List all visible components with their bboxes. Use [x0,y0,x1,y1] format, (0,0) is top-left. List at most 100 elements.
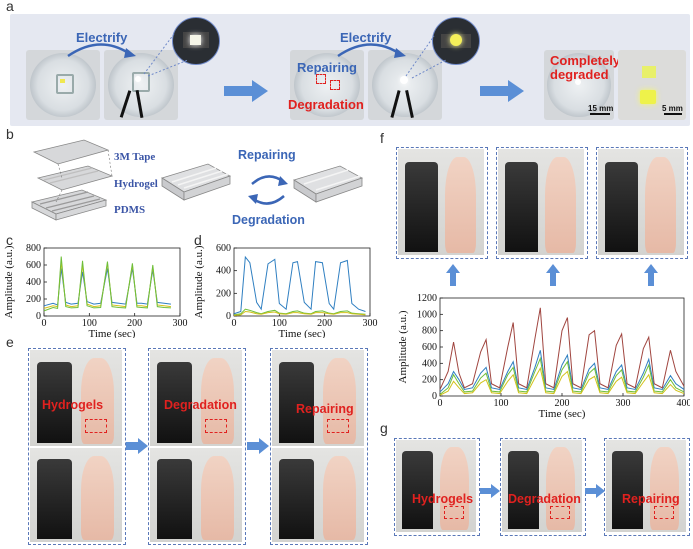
curved-arrow-1 [67,43,136,58]
process-arrow-g1 [480,484,500,498]
up-arrow-f1 [446,264,460,286]
hydrogel-region-box [205,419,228,433]
panel-e-frame-3 [270,348,368,545]
y-axis-label: Amplitude (a.u.) [3,245,15,318]
series-line-3 [233,310,366,316]
robot-hand [37,361,73,444]
y-tick-label: 1000 [417,309,437,320]
panel-f-photo-2 [498,149,584,255]
x-tick-label: 0 [42,318,47,329]
electrify-label-2: Electrify [340,30,392,45]
robot-hand [279,361,315,444]
process-arrow-g2 [585,484,605,498]
x-tick-label: 100 [82,318,97,329]
panel-g-frame-3 [604,438,690,536]
up-arrow-f3 [644,264,658,286]
panel-label-b: b [6,126,14,142]
hydrogel-region-box [654,506,674,520]
petri-dish-photo-3 [290,50,364,120]
chart-d: 0 100 200 300 0 200 400 600 Time (sec) Amplitude … [193,243,378,338]
panel-f-photo-1 [398,149,484,255]
human-hand [645,157,677,253]
panel-e-label-degradation: Degradation [164,398,237,412]
curved-arrow-2 [337,43,406,58]
y-tick-label: 600 [26,260,41,271]
panel-g-frame-1 [394,438,480,536]
series-line-2 [439,350,685,393]
panel-label-a: a [6,0,14,14]
plot-frame [233,247,371,317]
human-hand [80,455,114,541]
y-tick-label: 600 [216,243,231,254]
scale-bar-15mm: 15 mm [588,104,614,113]
robot-hand [504,161,538,252]
zoom-guide-lines-2 [405,35,447,79]
panel-f-frame-3 [596,147,688,259]
y-axis-label: Amplitude (a.u.) [193,245,205,318]
chart-c: 0 100 200 300 0 200 400 600 800 Time (sec) Amplitu… [3,243,188,338]
human-hand [322,455,356,541]
process-arrow-a2 [480,80,524,102]
human-hand [200,455,234,541]
y-tick-label: 200 [216,288,231,299]
panel-f-photo-3 [598,149,684,255]
human-hand [445,157,477,253]
hydrogel-region-box [85,419,108,433]
series-line-4 [439,366,685,396]
y-tick-label: 600 [422,342,437,353]
y-tick-label: 400 [26,277,41,288]
robot-hand [612,451,643,530]
panel-label-d: d [194,232,202,248]
series-line-3 [439,356,685,395]
panel-g-label-repairing: Repairing [622,492,680,506]
degradation-label-a: Degradation [288,97,364,112]
x-tick-label: 100 [272,318,287,329]
process-arrow-e2 [247,438,269,454]
degradation-label-b: Degradation [232,213,305,227]
panel-e-photo-bottom-2 [150,448,242,542]
y-tick-label: 0 [432,391,437,402]
panel-g-frame-2 [500,438,586,536]
robot-hand [404,161,438,252]
human-hand [545,157,577,253]
robot-hand [508,451,539,530]
process-arrow-a1 [224,80,268,102]
repairing-label-b: Repairing [238,148,296,162]
up-arrow-f2 [546,264,560,286]
panel-e-label-hydrogels: Hydrogels [42,398,104,412]
robot-hand [402,451,433,530]
panel-g-photo-3 [606,440,686,532]
x-tick-label: 0 [232,318,237,329]
zoom-inset-1 [172,17,220,65]
x-tick-label: 100 [494,398,509,409]
x-tick-label: 300 [363,318,378,329]
panel-f-frame-2 [496,147,588,259]
process-arrow-e1 [126,438,148,454]
y-tick-label: 0 [36,311,41,322]
assembled-device-1 [161,163,231,201]
led-closeup-photo [618,50,686,120]
y-tick-label: 400 [422,358,437,369]
x-axis-label: Time (sec) [539,408,586,420]
x-tick-label: 400 [677,398,691,409]
robot-hand [37,459,73,540]
scale-bar-5mm: 5 mm [662,104,683,113]
panel-label-c: c [6,232,13,248]
panel-g-label-hydrogels: Hydrogels [412,492,474,506]
x-tick-label: 300 [173,318,188,329]
y-tick-label: 200 [422,375,437,386]
panel-g-photo-1 [396,440,476,532]
panel-e-label-repairing: Repairing [296,402,354,416]
x-axis-label: Time (sec) [279,328,326,338]
y-tick-label: 800 [26,243,41,254]
x-tick-label: 200 [317,318,332,329]
robot-hand [157,361,193,444]
x-tick-label: 0 [438,398,443,409]
panel-e-frame-2 [148,348,246,545]
x-tick-label: 200 [127,318,142,329]
panel-e-photo-top-3 [272,350,364,446]
x-tick-label: 200 [555,398,570,409]
y-tick-label: 200 [26,294,41,305]
zoom-guide-lines-1 [143,33,189,77]
layer-stack-illustration [30,139,114,221]
